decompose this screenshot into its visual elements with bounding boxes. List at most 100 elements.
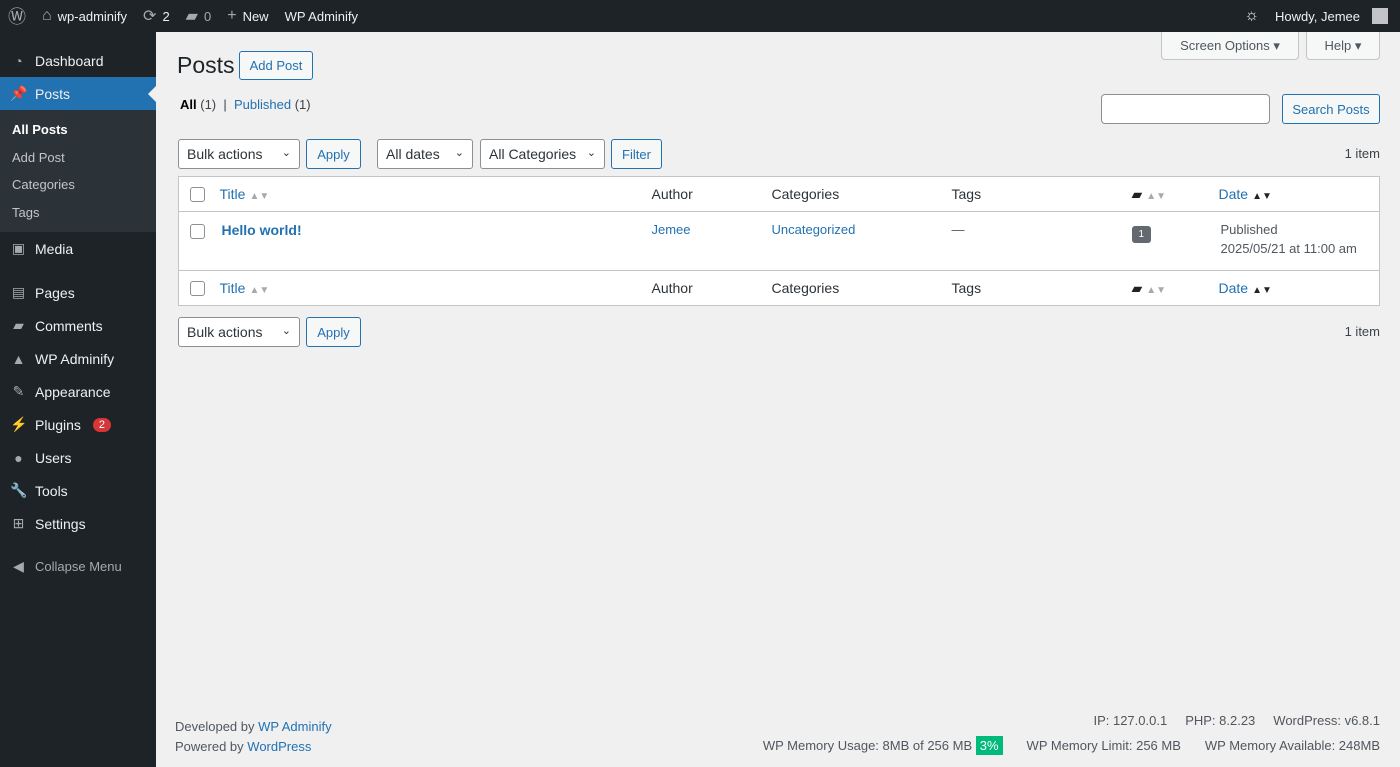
memory-available: WP Memory Available: 248MB — [1204, 738, 1380, 753]
comments-link[interactable]: ▰ 0 — [178, 0, 220, 32]
sort-date[interactable]: Date — [1218, 186, 1249, 202]
screen-options-button[interactable]: Screen Options ▾ — [1161, 32, 1299, 60]
account-menu[interactable]: Howdy, Jemee — [1267, 0, 1400, 32]
bulk-actions-select-bottom[interactable]: Bulk actions ⌄ — [178, 317, 300, 347]
sidebar-item-posts[interactable]: 📌 Posts — [0, 77, 156, 110]
comment-icon[interactable]: ▰ — [1131, 185, 1143, 202]
developed-by: Developed by — [175, 719, 255, 734]
submenu-all-posts[interactable]: All Posts — [12, 122, 68, 137]
table-row: Hello world! Jemee Uncategorized — 1 Pub… — [178, 212, 1380, 271]
updates-link[interactable]: ⟳ 2 — [135, 0, 178, 32]
sort-icon: ▲▼ — [1252, 285, 1272, 296]
chevron-down-icon: ⌄ — [586, 147, 596, 159]
help-button[interactable]: Help ▾ — [1306, 32, 1380, 60]
search-posts-button[interactable]: Search Posts — [1282, 94, 1380, 124]
footer-credits: Developed by WP Adminify Powered by Word… — [175, 717, 332, 757]
categories-select[interactable]: All Categories ⌄ — [480, 139, 605, 169]
sidebar-item-plugins[interactable]: ⚡ Plugins 2 — [0, 408, 156, 441]
col-categories-footer: Categories — [771, 270, 952, 306]
filter-button[interactable]: Filter — [611, 139, 662, 169]
collapse-menu-button[interactable]: ◀ Collapse Menu — [0, 550, 156, 583]
collapse-icon: ◀ — [13, 558, 24, 574]
search-input[interactable] — [1101, 94, 1270, 124]
apply-button-bottom[interactable]: Apply — [306, 317, 361, 347]
sidebar-item-label: WP Adminify — [35, 350, 115, 367]
wrench-icon: 🔧 — [10, 482, 28, 498]
all-count: (1) — [200, 97, 217, 112]
server-info: IP: 127.0.0.1 PHP: 8.2.23 WordPress: v6.… — [1093, 713, 1380, 728]
sidebar-item-appearance[interactable]: ✎ Appearance — [0, 375, 156, 408]
item-count: 1 item — [1344, 146, 1380, 161]
comment-count-bubble[interactable]: 1 — [1131, 226, 1152, 243]
sidebar-item-pages[interactable]: ▤ Pages — [0, 276, 156, 309]
updates-count: 2 — [162, 8, 170, 24]
sidebar-item-comments[interactable]: ▰ Comments — [0, 309, 156, 342]
post-date: 2025/05/21 at 11:00 am — [1220, 241, 1357, 256]
sun-icon: ☼ — [1244, 7, 1259, 24]
avatar — [1372, 8, 1388, 24]
sidebar-item-label: Pages — [35, 284, 75, 301]
sidebar-item-tools[interactable]: 🔧 Tools — [0, 474, 156, 507]
main-content: Screen Options ▾ Help ▾ Posts Add Post A… — [156, 32, 1400, 767]
row-checkbox[interactable] — [190, 224, 205, 240]
sort-title-footer[interactable]: Title — [219, 280, 246, 296]
categories-value: All Categories — [489, 146, 577, 162]
chevron-down-icon: ⌄ — [281, 325, 291, 337]
plugin-icon: ⚡ — [10, 416, 28, 432]
table-footer-row: Title ▲▼ Author Categories Tags ▰ ▲▼ Date ▲… — [178, 270, 1380, 306]
sort-date-footer[interactable]: Date — [1218, 280, 1249, 296]
select-all-checkbox-footer[interactable] — [190, 281, 205, 297]
select-all-checkbox[interactable] — [190, 187, 205, 203]
post-status: Published — [1220, 222, 1278, 237]
comments-count: 0 — [203, 8, 212, 24]
dates-value: All dates — [386, 146, 440, 162]
php-info: PHP: 8.2.23 — [1185, 713, 1256, 728]
media-icon: ▣ — [11, 240, 26, 256]
wp-version: WordPress: v6.8.1 — [1273, 713, 1380, 728]
new-label: New — [242, 8, 269, 24]
sidebar: ◔ Dashboard 📌 Posts All Posts Add Post Categor… — [0, 32, 156, 767]
home-icon: ⌂ — [42, 7, 52, 24]
sidebar-item-users[interactable]: ● Users — [0, 441, 156, 474]
filter-all[interactable]: All — [180, 97, 197, 112]
filter-published[interactable]: Published — [233, 97, 292, 112]
help-label: Help — [1324, 38, 1352, 53]
plugin-label: WP Adminify — [284, 8, 359, 24]
adminify-icon: ▲ — [11, 350, 26, 367]
dates-select[interactable]: All dates ⌄ — [377, 139, 473, 169]
submenu-add-post[interactable]: Add Post — [12, 149, 65, 165]
sidebar-item-settings[interactable]: ⊞ Settings — [0, 507, 156, 540]
sidebar-item-dashboard[interactable]: ◔ Dashboard — [0, 44, 156, 77]
page-title: Posts — [177, 52, 235, 78]
sort-title[interactable]: Title — [219, 186, 246, 202]
new-content-link[interactable]: + New — [219, 0, 276, 32]
sidebar-item-label: Appearance — [35, 383, 111, 400]
sidebar-item-media[interactable]: ▣ Media — [0, 232, 156, 265]
post-title-link[interactable]: Hello world! — [221, 222, 302, 238]
bulk-actions-select[interactable]: Bulk actions ⌄ — [178, 139, 300, 169]
col-tags: Tags — [951, 176, 1132, 212]
submenu-categories[interactable]: Categories — [12, 177, 75, 192]
apply-button[interactable]: Apply — [306, 139, 361, 169]
theme-toggle-button[interactable]: ☼ — [1236, 0, 1267, 32]
sidebar-item-label: Dashboard — [35, 52, 104, 69]
sidebar-item-label: Media — [35, 240, 74, 257]
settings-icon: ⊞ — [12, 515, 25, 531]
wordpress-logo-button[interactable]: Ⓦ — [0, 0, 34, 32]
comment-icon[interactable]: ▰ — [1131, 279, 1143, 296]
add-post-button[interactable]: Add Post — [239, 51, 313, 80]
brush-icon: ✎ — [12, 383, 25, 399]
pin-icon: 📌 — [10, 85, 28, 101]
wordpress-link[interactable]: WordPress — [247, 739, 312, 754]
sort-icon: ▲▼ — [1146, 190, 1167, 202]
sidebar-item-label: Settings — [35, 515, 86, 532]
published-count: (1) — [294, 97, 311, 112]
sidebar-item-wp-adminify[interactable]: ▲ WP Adminify — [0, 342, 156, 375]
wp-adminify-link[interactable]: WP Adminify — [258, 719, 332, 734]
author-link[interactable]: Jemee — [651, 222, 691, 237]
submenu-tags[interactable]: Tags — [12, 204, 40, 220]
wp-adminify-link[interactable]: WP Adminify — [277, 0, 366, 32]
site-name-link[interactable]: ⌂ wp-adminify — [34, 0, 135, 32]
category-link[interactable]: Uncategorized — [771, 222, 856, 237]
posts-table: Title ▲▼ Author Categories Tags ▰ ▲▼ Date ▲… — [178, 176, 1380, 306]
